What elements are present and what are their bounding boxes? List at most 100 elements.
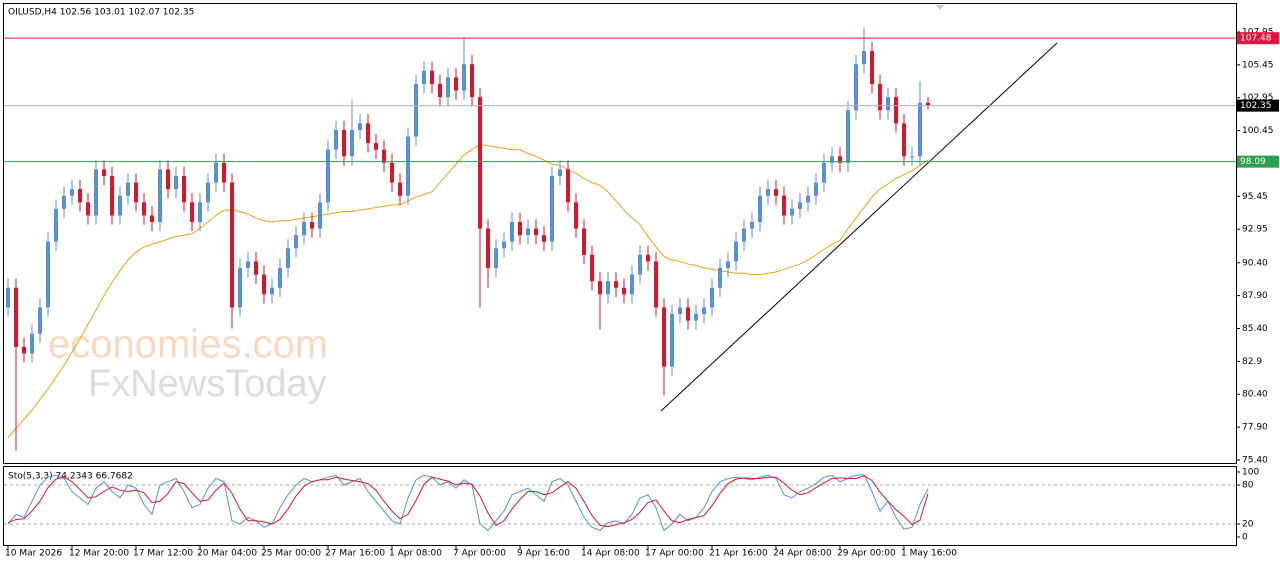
candle-body	[534, 228, 538, 236]
candle-body	[606, 281, 610, 295]
candle-body	[390, 162, 394, 183]
candle-body	[486, 228, 490, 269]
candle-body	[502, 241, 506, 249]
candle-body	[566, 169, 570, 203]
candle-body	[342, 129, 346, 157]
candle-body	[478, 97, 482, 229]
watermark: economies.com	[48, 323, 328, 367]
candle-body	[446, 77, 450, 98]
watermark: FxNewsToday	[88, 363, 327, 405]
chart-title: OILUSD,H4 102.56 103.01 102.07 102.35	[8, 8, 194, 18]
candle-body	[278, 268, 282, 288]
oscillator-tick-label: 80	[1242, 481, 1254, 491]
candle-body	[830, 156, 834, 163]
candle-body	[550, 175, 554, 242]
candle-body	[886, 97, 890, 111]
candle-body	[430, 70, 434, 84]
x-tick-label: 17 Mar 12:00	[133, 549, 193, 559]
x-tick-label: 1 Apr 08:00	[389, 549, 442, 559]
candle-body	[470, 64, 474, 98]
candle-body	[6, 287, 10, 308]
candle-body	[894, 97, 898, 124]
candle-body	[126, 182, 130, 196]
candle-body	[142, 202, 146, 216]
candle-body	[694, 314, 698, 321]
x-tick-label: 25 Mar 00:00	[261, 549, 321, 559]
candle-body	[726, 261, 730, 269]
candle-body	[870, 51, 874, 84]
candle-body	[166, 169, 170, 190]
candle-body	[262, 274, 266, 295]
candle-body	[270, 287, 274, 295]
candle-body	[734, 241, 738, 262]
shift-marker	[936, 5, 944, 10]
candle-body	[686, 307, 690, 321]
candle-body	[518, 221, 522, 236]
candle-body	[558, 169, 562, 176]
candle-body	[110, 175, 114, 216]
x-tick-label: 7 Apr 00:00	[453, 549, 506, 559]
candle-body	[358, 123, 362, 130]
candle-body	[782, 195, 786, 216]
candle-body	[294, 235, 298, 249]
price-panel	[3, 3, 1237, 464]
candle-body	[414, 83, 418, 137]
candle-body	[910, 156, 914, 158]
candle-body	[702, 307, 706, 315]
oscillator-tick-label: 100	[1242, 468, 1259, 478]
oscillator-panel	[3, 466, 1237, 546]
candle-body	[926, 102, 930, 106]
candle-body	[790, 208, 794, 216]
candle-body	[118, 195, 122, 216]
candle-body	[134, 182, 138, 203]
y-tick-label: 95.45	[1242, 192, 1268, 202]
candle-body	[822, 162, 826, 183]
candle-body	[854, 64, 858, 111]
candle-body	[158, 169, 162, 222]
oscillator-tick-label: 0	[1242, 533, 1248, 543]
candle-body	[574, 202, 578, 229]
price-level-label: 102.35	[1240, 101, 1272, 111]
y-tick-label: 85.40	[1242, 324, 1268, 334]
candle-body	[422, 70, 426, 84]
candle-body	[310, 221, 314, 229]
candle-body	[846, 110, 850, 163]
candle-body	[22, 346, 26, 354]
candle-body	[750, 221, 754, 229]
candle-body	[246, 261, 250, 269]
candle-body	[718, 268, 722, 288]
candle-body	[710, 287, 714, 308]
candle-body	[150, 215, 154, 222]
candle-body	[206, 182, 210, 203]
candle-body	[774, 189, 778, 196]
candle-body	[382, 149, 386, 163]
candle-body	[510, 221, 514, 242]
price-level-label: 107.48	[1240, 34, 1272, 44]
y-tick-label: 105.45	[1242, 60, 1274, 70]
x-tick-label: 17 Apr 00:00	[645, 549, 704, 559]
candle-body	[334, 129, 338, 150]
candle-body	[862, 51, 866, 65]
candle-body	[918, 102, 922, 157]
candle-body	[582, 228, 586, 255]
candle-body	[654, 261, 658, 308]
candle-body	[190, 202, 194, 222]
candle-body	[638, 254, 642, 275]
moving-average	[7, 143, 929, 438]
candle-body	[838, 156, 842, 163]
candle-body	[46, 241, 50, 308]
x-tick-label: 9 Apr 16:00	[517, 549, 570, 559]
candle-body	[630, 274, 634, 295]
candle-body	[590, 254, 594, 282]
candle-body	[742, 228, 746, 242]
candle-body	[758, 195, 762, 222]
candle-body	[798, 202, 802, 209]
trend-line	[660, 42, 1058, 412]
candle-body	[878, 83, 882, 111]
candle-body	[766, 189, 770, 196]
y-tick-label: 82.9	[1242, 357, 1262, 367]
candle-body	[598, 281, 602, 295]
x-tick-label: 29 Apr 00:00	[837, 549, 896, 559]
candle-body	[902, 123, 906, 157]
x-tick-label: 20 Mar 04:00	[197, 549, 257, 559]
